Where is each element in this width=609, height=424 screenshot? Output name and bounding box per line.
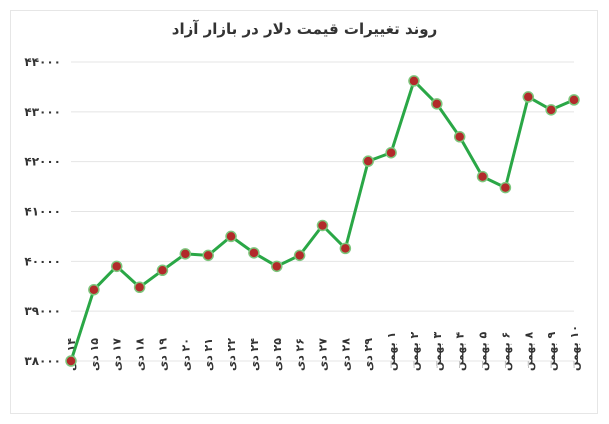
data-point bbox=[385, 146, 397, 159]
data-point bbox=[88, 283, 100, 296]
x-tick-label: ۱ بهمن bbox=[385, 332, 398, 371]
x-tick-label: ۲۸ دی bbox=[339, 338, 352, 371]
data-point bbox=[431, 98, 443, 110]
data-point bbox=[499, 181, 512, 194]
y-tick-label: ۳۸۰۰۰ bbox=[24, 354, 61, 368]
x-tick-label: ۹ بهمن bbox=[545, 332, 558, 372]
x-tick-label: ۲۵ دی bbox=[271, 338, 284, 371]
x-tick-label: ۲۱ دی bbox=[202, 338, 215, 371]
x-tick-label: ۱۰ بهمن bbox=[568, 325, 581, 371]
y-tick-label: ۴۳۰۰۰ bbox=[24, 105, 61, 119]
series-layer bbox=[65, 75, 580, 367]
x-tick-label: ۴ بهمن bbox=[454, 332, 467, 372]
data-point bbox=[156, 264, 169, 277]
data-point bbox=[271, 260, 283, 273]
grid-lines bbox=[71, 61, 574, 362]
y-axis: ۳۸۰۰۰ ۳۹۰۰۰ ۴۰۰۰۰ ۴۱۰۰۰ ۴۲۰۰۰ ۴۳۰۰۰ ۴۴۰۰۰ bbox=[24, 55, 61, 368]
x-tick-label: ۵ بهمن bbox=[477, 332, 490, 371]
x-tick-label: ۲۶ دی bbox=[294, 338, 307, 371]
data-point bbox=[248, 247, 260, 259]
data-point bbox=[65, 355, 77, 367]
y-tick-label: ۴۰۰۰۰ bbox=[24, 254, 61, 268]
data-point bbox=[408, 75, 420, 87]
y-tick-label: ۴۱۰۰۰ bbox=[24, 205, 61, 219]
x-tick-label: ۲۹ دی bbox=[362, 338, 375, 371]
data-point bbox=[476, 170, 489, 183]
data-point bbox=[568, 94, 580, 106]
data-point bbox=[362, 155, 374, 167]
x-tick-label: ۲۲ دی bbox=[225, 338, 238, 371]
data-point bbox=[339, 242, 352, 255]
x-tick-label: ۲۰ دی bbox=[179, 338, 192, 371]
data-point bbox=[110, 260, 123, 273]
y-tick-label: ۴۴۰۰۰ bbox=[24, 55, 61, 69]
data-point bbox=[545, 104, 557, 116]
x-tick-label: ۸ بهمن bbox=[522, 332, 535, 372]
data-point bbox=[293, 249, 306, 262]
x-tick-label: ۱۵ دی bbox=[88, 338, 101, 371]
x-tick-label: ۱۹ دی bbox=[156, 338, 169, 371]
data-point bbox=[202, 249, 214, 262]
chart-title: روند تغییرات قیمت دلار در بازار آزاد bbox=[171, 20, 438, 38]
data-point bbox=[453, 131, 466, 143]
x-tick-label: ۲ بهمن bbox=[408, 332, 421, 372]
data-point bbox=[133, 281, 146, 293]
y-tick-label: ۳۹۰۰۰ bbox=[24, 304, 61, 318]
data-point bbox=[179, 248, 192, 260]
x-tick-label: ۱۸ دی bbox=[134, 338, 147, 371]
x-tick-label: ۲۴ دی bbox=[248, 338, 261, 371]
data-point bbox=[225, 230, 237, 243]
data-point bbox=[316, 219, 329, 232]
x-tick-label: ۱۷ دی bbox=[111, 338, 124, 371]
x-tick-label: ۳ بهمن bbox=[431, 332, 444, 372]
y-tick-label: ۴۲۰۰۰ bbox=[24, 155, 61, 169]
x-tick-label: ۲۷ دی bbox=[317, 338, 330, 371]
data-point bbox=[522, 91, 535, 103]
x-tick-label: ۶ بهمن bbox=[499, 332, 512, 371]
